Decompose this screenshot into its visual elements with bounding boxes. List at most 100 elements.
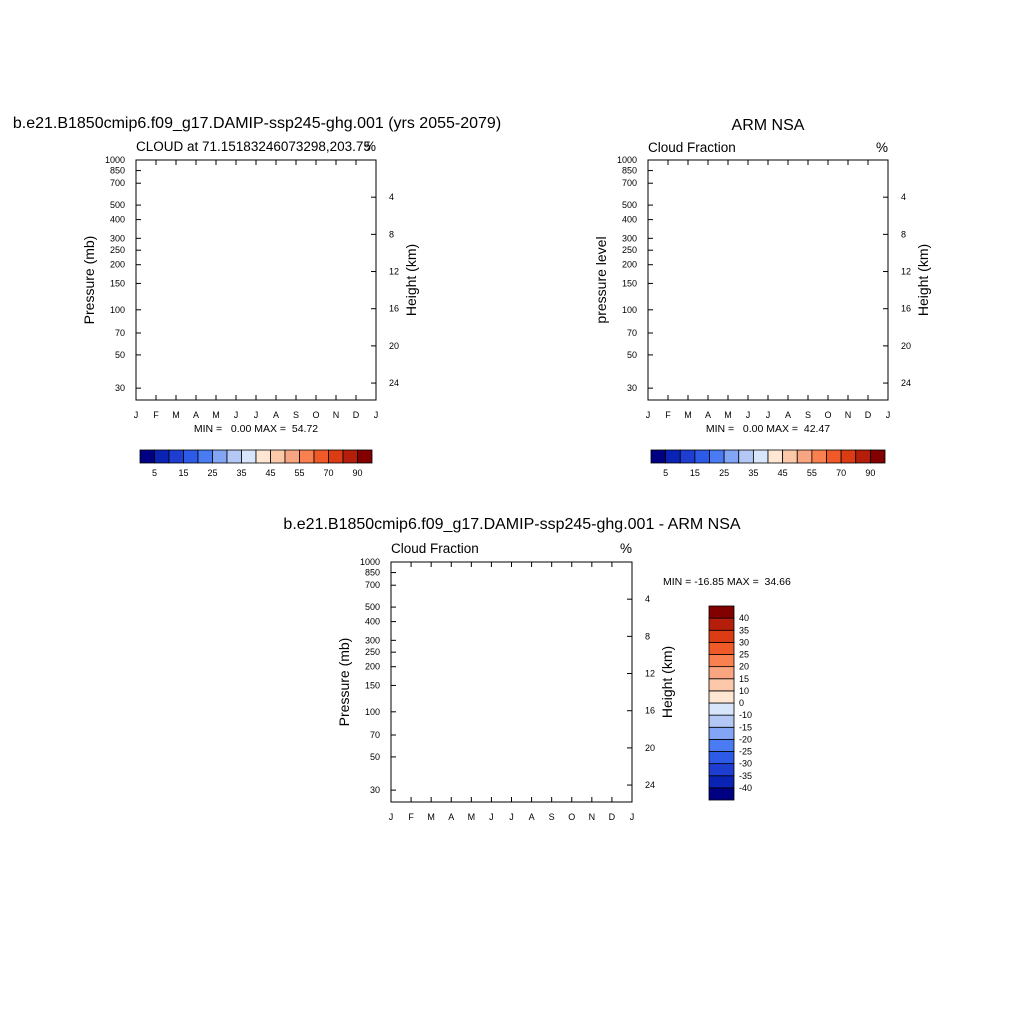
panel-model-axes: J F M A M J J A S O N D J 30 50 70 100 150 200 250 300 400 500… xyxy=(105,155,399,420)
colorbar-label: 35 xyxy=(236,468,246,478)
colorbar-box xyxy=(708,751,735,765)
x-tick-label: A xyxy=(448,812,454,822)
y-tick-label: 400 xyxy=(110,215,125,225)
x-tick-label: J xyxy=(389,812,394,822)
y-tick-label: 70 xyxy=(370,730,380,740)
x-tick-label: J xyxy=(134,410,139,420)
x-tick-label: A xyxy=(529,812,535,822)
y2-tick-label: 20 xyxy=(645,743,655,753)
y-tick-label: 70 xyxy=(627,328,637,338)
panel-model-frame xyxy=(135,159,377,401)
colorbar-box xyxy=(796,449,813,464)
y-tick-label: 100 xyxy=(365,707,380,717)
colorbar-label: -20 xyxy=(739,734,752,744)
panel-diff-colorbar: 40 35 30 25 20 15 10 0 -10 -15 -20 -25 -30 -35 -40 xyxy=(708,605,752,801)
x-tick-label: J xyxy=(886,410,891,420)
x-tick-label: O xyxy=(568,812,575,822)
x-tick-label: J xyxy=(746,410,751,420)
panel-model-y2label: Height (km) xyxy=(403,244,419,316)
colorbar-box xyxy=(284,449,300,464)
y-tick-label: 30 xyxy=(115,383,125,393)
colorbar-label: 5 xyxy=(152,468,157,478)
colorbar-label: 90 xyxy=(865,468,875,478)
colorbar-label: 35 xyxy=(748,468,758,478)
colorbar-box xyxy=(708,617,735,631)
colorbar-box xyxy=(708,726,735,740)
colorbar-box xyxy=(826,449,842,464)
y-tick-label: 1000 xyxy=(105,155,125,165)
y-tick-label: 300 xyxy=(365,635,380,645)
y-tick-label: 500 xyxy=(110,200,125,210)
colorbar-box xyxy=(708,678,735,692)
y2-tick-label: 16 xyxy=(645,706,655,716)
y2-tick-label: 8 xyxy=(389,229,394,239)
x-tick-label: M xyxy=(212,410,220,420)
colorbar-box xyxy=(840,449,857,464)
x-tick-label: N xyxy=(589,812,596,822)
colorbar-box xyxy=(708,702,735,716)
y-tick-label: 200 xyxy=(365,662,380,672)
colorbar-label: 70 xyxy=(323,468,333,478)
colorbar-box xyxy=(811,449,827,464)
y-tick-label: 200 xyxy=(622,260,637,270)
x-tick-label: N xyxy=(845,410,852,420)
colorbar-box xyxy=(183,449,199,464)
x-tick-label: A xyxy=(785,410,791,420)
colorbar-box xyxy=(752,449,769,464)
y2-tick-label: 24 xyxy=(901,378,911,388)
x-tick-label: S xyxy=(549,812,555,822)
colorbar-box xyxy=(708,641,735,655)
panel-obs-stats: MIN = 0.00 MAX = 42.47 xyxy=(706,423,830,435)
x-tick-label: D xyxy=(609,812,616,822)
y-tick-label: 200 xyxy=(110,260,125,270)
colorbar-label: 5 xyxy=(663,468,668,478)
x-tick-label: A xyxy=(705,410,711,420)
colorbar-label: -30 xyxy=(739,759,752,769)
colorbar-box xyxy=(708,775,735,789)
panel-obs-left-subtitle: Cloud Fraction xyxy=(648,140,736,155)
y2-tick-label: 4 xyxy=(901,192,906,202)
y-tick-label: 850 xyxy=(622,166,637,176)
panel-obs-frame xyxy=(647,159,889,401)
y-tick-label: 250 xyxy=(622,245,637,255)
panel-obs-title: ARM NSA xyxy=(732,117,805,134)
colorbar-label: 55 xyxy=(807,468,817,478)
y-tick-label: 700 xyxy=(622,178,637,188)
colorbar-box xyxy=(154,449,170,464)
panel-model-colorbar: 5 15 25 35 45 55 70 90 xyxy=(139,449,373,478)
y2-tick-label: 12 xyxy=(389,267,399,277)
panel-diff-frame xyxy=(390,561,633,803)
colorbar-label: 20 xyxy=(739,662,749,672)
y-tick-label: 1000 xyxy=(617,155,637,165)
x-tick-label: D xyxy=(865,410,872,420)
y-tick-label: 500 xyxy=(622,200,637,210)
y2-tick-label: 8 xyxy=(901,229,906,239)
y-tick-label: 100 xyxy=(110,305,125,315)
y-tick-label: 400 xyxy=(622,215,637,225)
x-tick-label: N xyxy=(333,410,340,420)
x-tick-label: F xyxy=(153,410,159,420)
y-tick-label: 50 xyxy=(115,350,125,360)
y-tick-label: 50 xyxy=(370,752,380,762)
panel-diff-stats: MIN = -16.85 MAX = 34.66 xyxy=(663,576,791,588)
y2-tick-label: 16 xyxy=(389,304,399,314)
x-tick-label: D xyxy=(353,410,360,420)
x-tick-label: F xyxy=(408,812,414,822)
y-tick-label: 250 xyxy=(365,647,380,657)
x-tick-label: J xyxy=(766,410,771,420)
y-tick-label: 150 xyxy=(365,680,380,690)
panel-obs-y2label: Height (km) xyxy=(915,244,931,316)
colorbar-box xyxy=(342,449,358,464)
x-tick-label: J xyxy=(630,812,635,822)
colorbar-box xyxy=(738,449,754,464)
colorbar-box xyxy=(708,666,735,680)
y-tick-label: 300 xyxy=(110,233,125,243)
y2-tick-label: 12 xyxy=(645,669,655,679)
panel-model-ylabel: Pressure (mb) xyxy=(81,236,97,325)
colorbar-label: -35 xyxy=(739,771,752,781)
colorbar-box xyxy=(708,654,735,668)
panel-model-title: b.e21.B1850cmip6.f09_g17.DAMIP-ssp245-gh… xyxy=(13,115,501,132)
colorbar-box xyxy=(767,449,784,464)
colorbar-box xyxy=(708,763,735,777)
colorbar-box xyxy=(270,449,286,464)
